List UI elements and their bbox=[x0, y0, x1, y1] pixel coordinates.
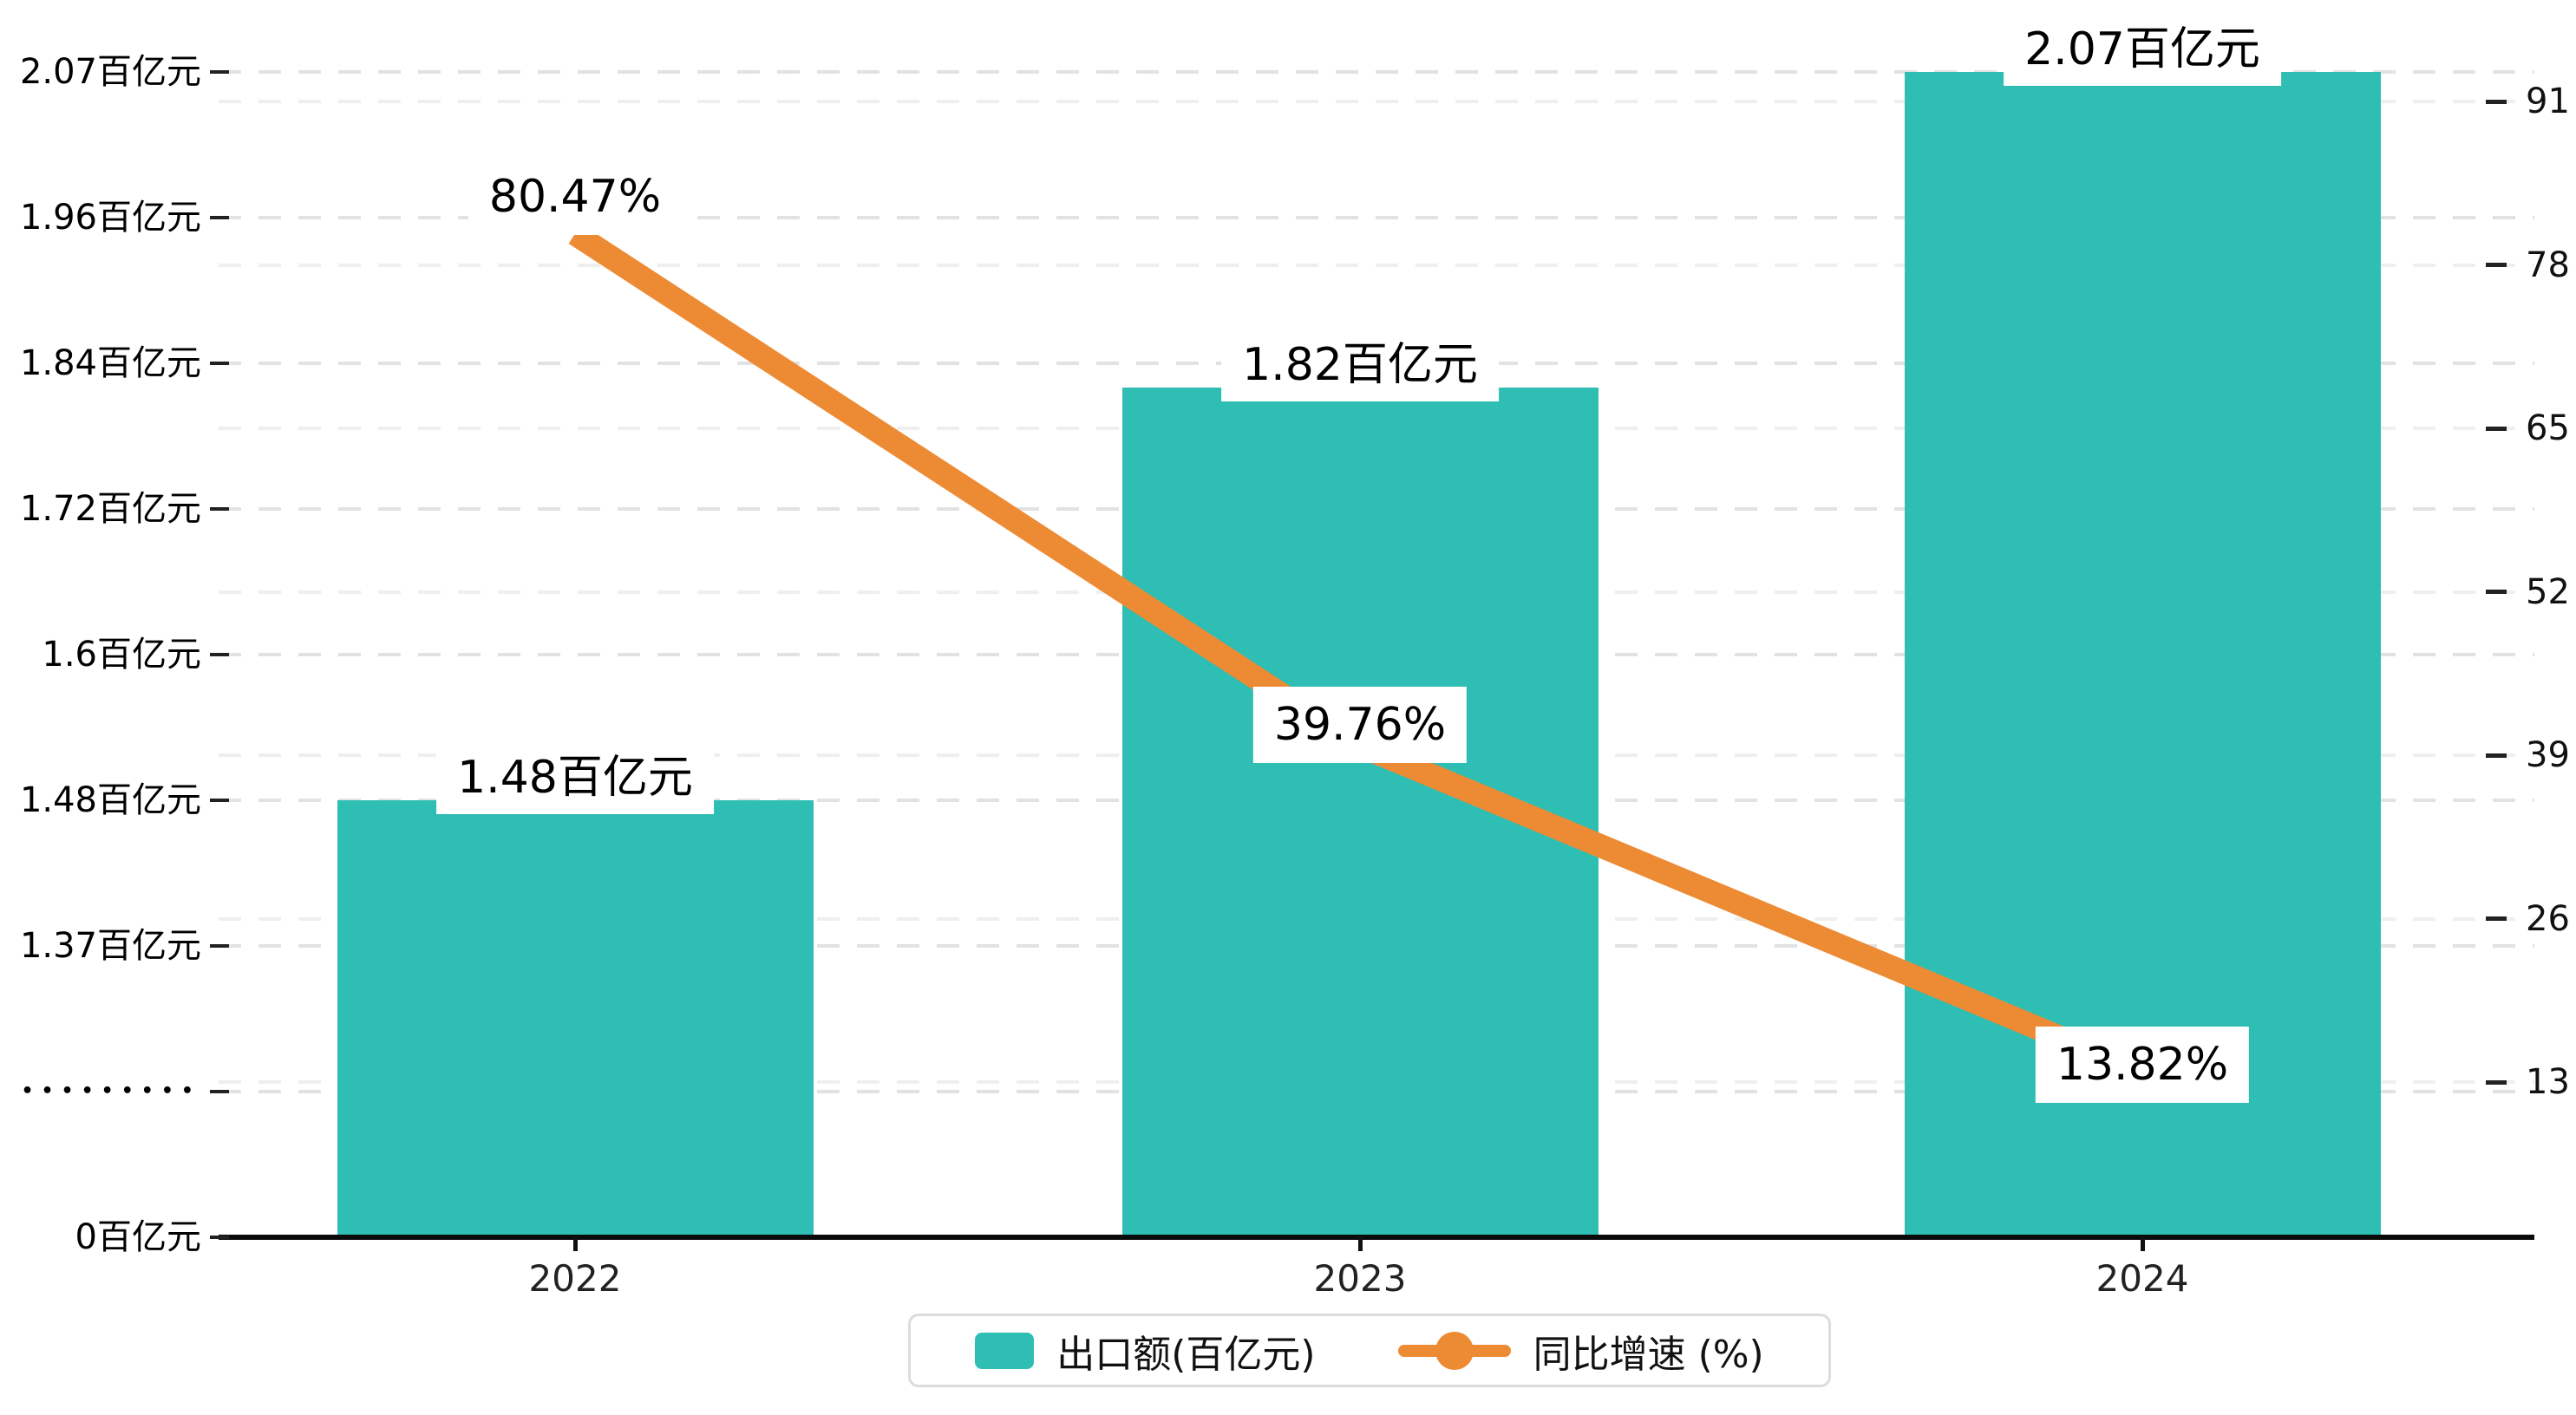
x-axis-tick bbox=[2140, 1237, 2145, 1251]
x-axis-label: 2023 bbox=[1313, 1257, 1407, 1300]
left-axis-label: 1.96百亿元 bbox=[19, 198, 201, 238]
export-bar[interactable] bbox=[337, 800, 814, 1236]
x-axis-label: 2022 bbox=[528, 1257, 622, 1300]
bar-value-label: 2.07百亿元 bbox=[2004, 13, 2281, 86]
left-axis-tick bbox=[210, 70, 229, 74]
right-axis-label: 13 bbox=[2526, 1062, 2570, 1102]
growth-value-label: 13.82% bbox=[2035, 1027, 2250, 1104]
right-axis-label: 39 bbox=[2526, 735, 2570, 775]
bar-value-label: 1.82百亿元 bbox=[1221, 329, 1499, 401]
right-gridline bbox=[219, 263, 2534, 267]
left-axis-tick bbox=[210, 1090, 229, 1093]
legend-label-export: 出口额(百亿元) bbox=[1056, 1332, 1316, 1377]
left-axis-tick bbox=[210, 1236, 229, 1239]
right-gridline bbox=[219, 100, 2534, 103]
right-axis-label: 91 bbox=[2526, 82, 2570, 121]
right-axis-label: 65 bbox=[2526, 408, 2570, 448]
right-axis-tick bbox=[2486, 916, 2507, 921]
left-axis-label: 1.72百亿元 bbox=[19, 489, 201, 529]
legend: 出口额(百亿元) 同比增速 (%) bbox=[908, 1314, 1831, 1387]
right-axis-tick bbox=[2486, 753, 2507, 758]
left-gridline bbox=[219, 216, 2534, 219]
bar-value-label: 1.48百亿元 bbox=[436, 741, 714, 814]
legend-label-growth: 同比增速 (%) bbox=[1533, 1332, 1764, 1377]
right-axis-label: 52 bbox=[2526, 571, 2570, 612]
left-gridline bbox=[219, 70, 2534, 74]
right-axis-label: 26 bbox=[2526, 898, 2570, 939]
x-axis-line bbox=[219, 1235, 2534, 1240]
x-axis-tick bbox=[1357, 1237, 1363, 1251]
left-axis-label: 2.07百亿元 bbox=[19, 52, 201, 92]
left-axis-tick bbox=[210, 507, 229, 511]
right-axis-tick bbox=[2486, 99, 2507, 104]
right-axis-tick bbox=[2486, 426, 2507, 431]
left-axis-tick bbox=[210, 799, 229, 802]
x-axis-tick bbox=[572, 1237, 578, 1251]
right-axis-label: 78 bbox=[2526, 245, 2570, 285]
right-axis-tick bbox=[2486, 1079, 2507, 1085]
left-axis-tick bbox=[210, 216, 229, 219]
left-axis-label: ••••••••• bbox=[21, 1080, 201, 1102]
left-axis-label: 1.48百亿元 bbox=[19, 780, 201, 820]
x-axis-label: 2024 bbox=[2095, 1257, 2189, 1300]
left-axis-label: 1.37百亿元 bbox=[19, 926, 201, 966]
line-dot-icon bbox=[1397, 1331, 1511, 1370]
growth-value-label: 80.47% bbox=[467, 158, 683, 235]
legend-item-export[interactable]: 出口额(百亿元) bbox=[975, 1323, 1316, 1379]
left-axis-label: 1.6百亿元 bbox=[42, 635, 201, 675]
left-axis-tick bbox=[210, 653, 229, 656]
right-axis-tick bbox=[2486, 263, 2507, 267]
growth-value-label: 39.76% bbox=[1252, 686, 1468, 763]
left-axis-tick bbox=[210, 362, 229, 365]
left-axis-label: 0百亿元 bbox=[75, 1217, 201, 1257]
right-axis-tick bbox=[2486, 590, 2507, 594]
legend-item-growth[interactable]: 同比增速 (%) bbox=[1397, 1323, 1764, 1379]
left-axis-tick bbox=[210, 944, 229, 948]
left-axis-label: 1.84百亿元 bbox=[19, 343, 201, 383]
bar-swatch-icon bbox=[975, 1332, 1035, 1369]
